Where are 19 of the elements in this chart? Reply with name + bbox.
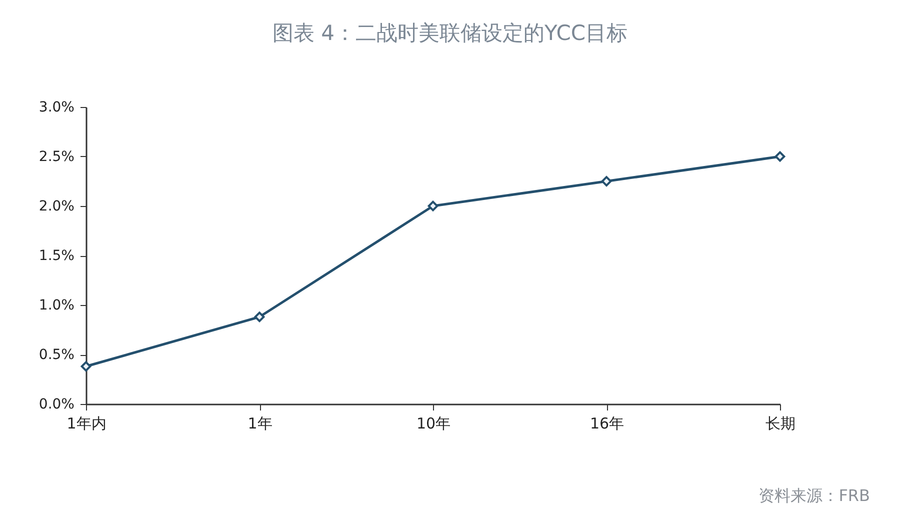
point <box>80 361 92 372</box>
point <box>254 312 265 322</box>
y-tick-label: 2.5% <box>38 149 74 165</box>
x-tick-label: 1年内 <box>66 414 106 432</box>
y-tick-label: 0.0% <box>38 396 74 412</box>
point <box>601 176 612 186</box>
y-tick-label: 1.0% <box>38 298 74 314</box>
y-tick-label: 0.5% <box>38 347 74 363</box>
x-tick-label: 1年 <box>248 414 272 432</box>
point <box>774 151 786 162</box>
y-tick-label: 3.0% <box>38 100 74 116</box>
point <box>428 200 438 212</box>
x-tick-label: 长期 <box>766 414 796 432</box>
y-tick-label: 2.0% <box>38 198 74 214</box>
x-tick-label: 10年 <box>416 414 451 432</box>
x-tick-label: 16年 <box>590 414 624 432</box>
chart-title: 图表 4：二战时美联储设定的YCC目标 <box>272 21 628 45</box>
y-tick-label: 1.5% <box>38 248 74 264</box>
text: 资料来源：FRB <box>758 486 870 505</box>
